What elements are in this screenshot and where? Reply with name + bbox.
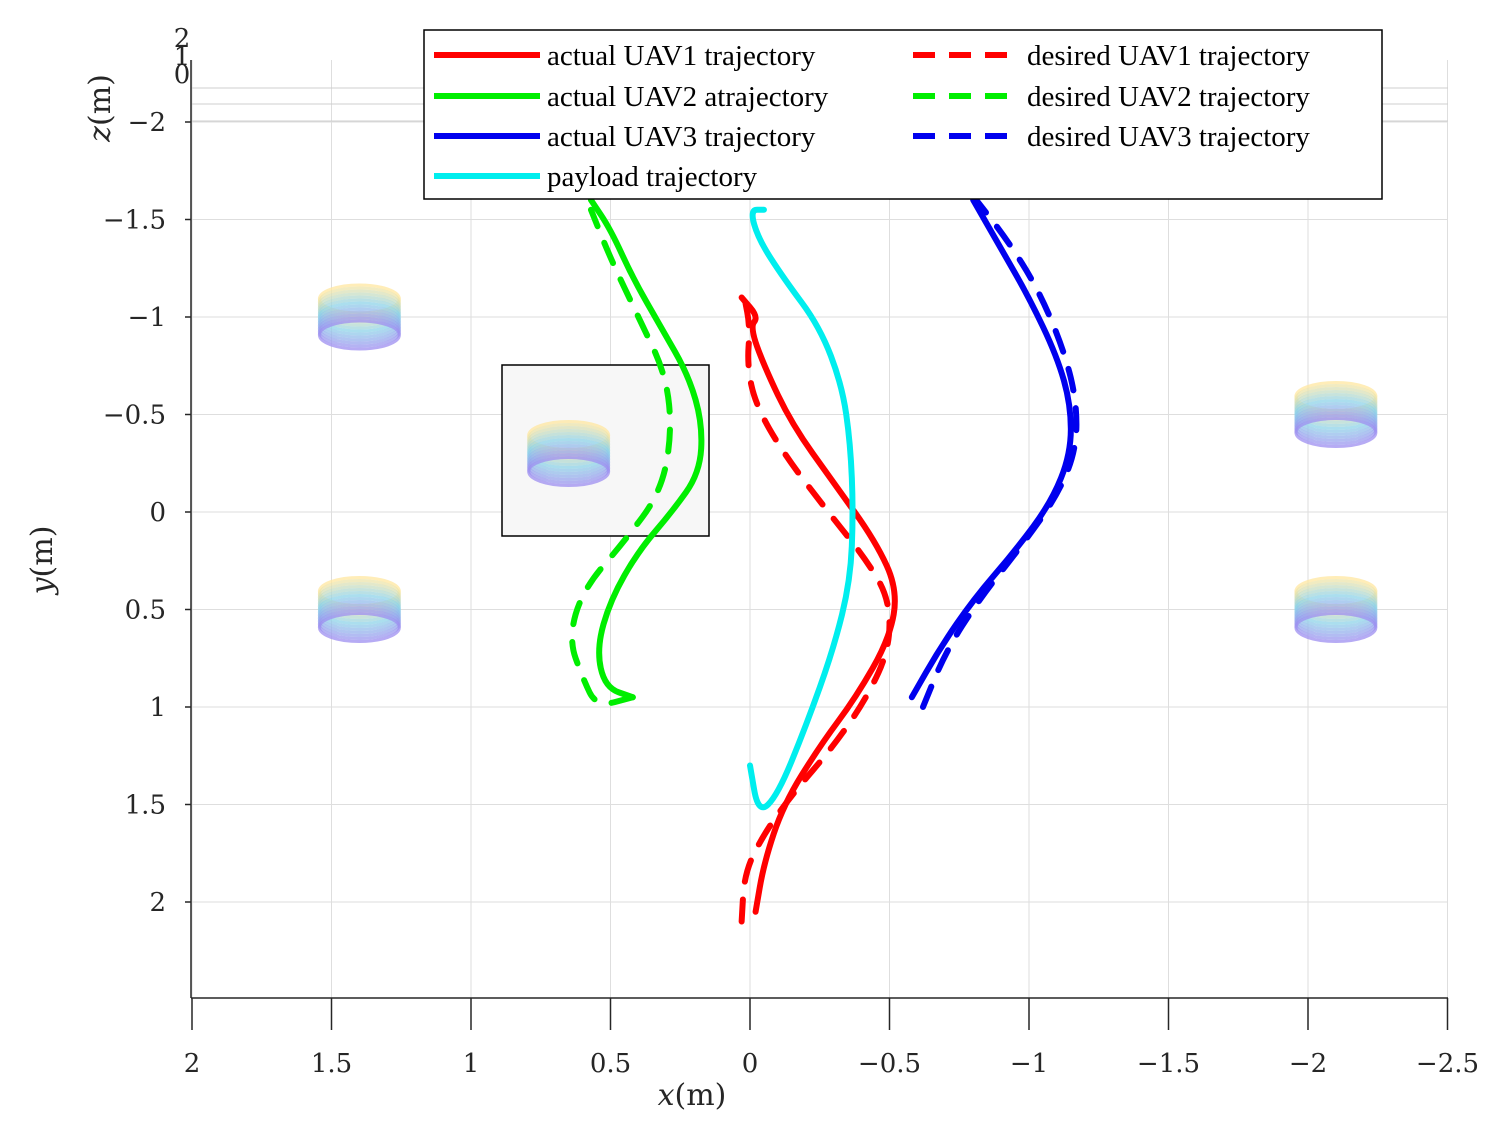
z-tick-0: 0	[174, 60, 191, 90]
legend-label-desired-uav2: desired UAV2 trajectory	[1027, 81, 1310, 113]
z-tick-2: 2	[174, 24, 191, 54]
series-line	[919, 193, 1080, 710]
grid-lines	[185, 60, 1449, 1030]
x-tick-label: −1	[1010, 1049, 1048, 1079]
x-tick-label: −0.5	[858, 1049, 921, 1079]
y-tick-label: 0	[149, 498, 166, 528]
y-tick-label: 1.5	[125, 791, 166, 821]
obstacle-ring	[317, 576, 401, 643]
y-tick-label: 1	[149, 693, 166, 723]
x-tick-label: 1.5	[311, 1049, 352, 1079]
z-axis-label: z(m)	[83, 74, 118, 143]
obstacle-ring-band	[317, 319, 401, 351]
series-line	[738, 294, 893, 925]
obstacle-ring-band	[1294, 612, 1378, 643]
series-line	[569, 206, 674, 707]
legend-label-desired-uav3: desired UAV3 trajectory	[1027, 121, 1310, 153]
legend-label-desired-uav1: desired UAV1 trajectory	[1027, 40, 1310, 72]
series-line	[908, 197, 1074, 701]
y-axis-label: y(m)	[25, 526, 60, 597]
y-axis-unit: (m)	[25, 526, 60, 578]
x-axis-var: x	[658, 1078, 675, 1113]
x-tick-label: −2	[1289, 1049, 1327, 1079]
x-tick-label: −1.5	[1137, 1049, 1200, 1079]
legend-label-payload: payload trajectory	[547, 161, 758, 193]
obstacle-ring	[1294, 576, 1378, 643]
x-tick-label: 1	[463, 1049, 480, 1079]
series-lines	[569, 193, 1080, 925]
z-tick-1: 1	[174, 42, 191, 72]
y-tick-label: 2	[149, 888, 166, 918]
z-axis-var: z	[83, 126, 118, 143]
y-tick-label: −1.5	[103, 206, 166, 236]
x-tick-label: 2	[184, 1049, 201, 1079]
y-tick-label: −1	[128, 303, 166, 333]
series-line	[738, 294, 898, 915]
obstacle-ring	[527, 420, 611, 487]
y-tick-label: −2	[128, 108, 166, 138]
legend-box	[423, 29, 1383, 200]
obstacle-ring	[317, 283, 401, 351]
y-tick-label: −0.5	[103, 401, 166, 431]
x-tick-label: −2.5	[1416, 1049, 1479, 1079]
legend: actual UAV1 trajectory desired UAV1 traj…	[423, 29, 1383, 200]
obstacle-ring-band	[527, 456, 611, 487]
x-axis-unit: (m)	[675, 1078, 727, 1113]
legend-label-actual-uav3: actual UAV3 trajectory	[547, 121, 816, 153]
x-tick-labels: 2 1.5 1 0.5 0 −0.5 −1 −1.5 −2 −2.5	[184, 1049, 1479, 1079]
y-axis-var: y	[25, 576, 60, 596]
obstacle-ring-band	[1294, 417, 1378, 448]
x-tick-label: 0	[742, 1049, 759, 1079]
legend-label-actual-uav2: actual UAV2 atrajectory	[547, 81, 829, 113]
y-tick-labels: −2 −1.5 −1 −0.5 0 0.5 1 1.5 2	[103, 108, 166, 918]
obstacle-rings	[317, 283, 1378, 643]
x-tick-label: 0.5	[590, 1049, 631, 1079]
y-tick-label: 0.5	[125, 596, 166, 626]
x-axis-label: x(m)	[658, 1078, 727, 1113]
z-axis-unit: (m)	[83, 74, 118, 126]
obstacle-ring-band	[317, 612, 401, 643]
series-line	[747, 206, 856, 811]
obstacle-ring	[1294, 381, 1378, 448]
legend-label-actual-uav1: actual UAV1 trajectory	[547, 40, 816, 72]
series-line	[587, 197, 705, 701]
